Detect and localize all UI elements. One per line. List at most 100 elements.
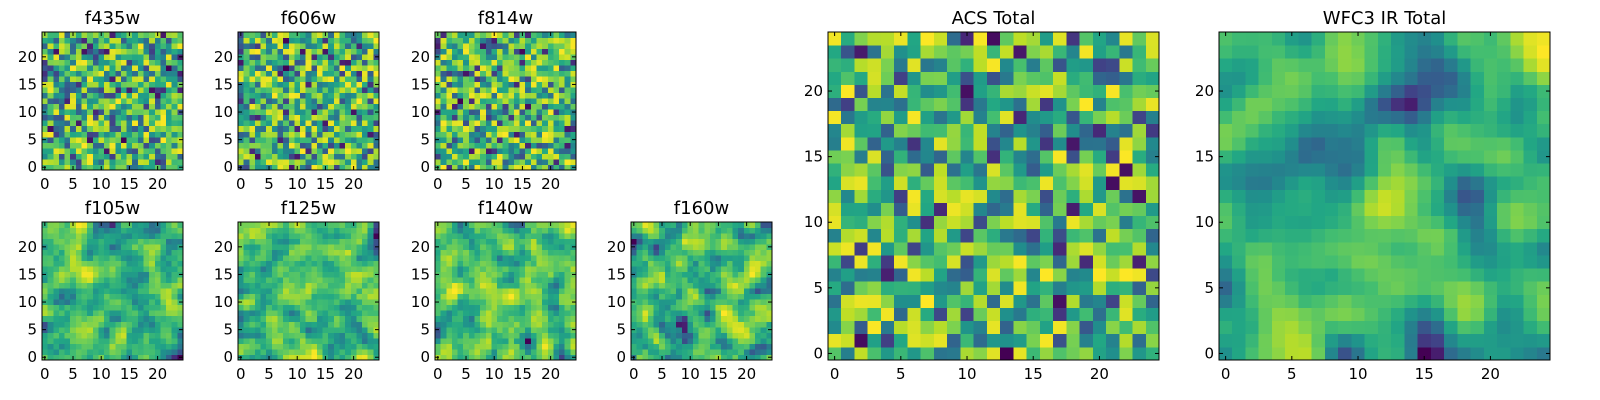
heatmap-cell <box>451 266 458 273</box>
heatmap-cell <box>288 70 295 77</box>
heatmap-cell <box>451 238 458 245</box>
y-tick-label: 5 <box>616 321 626 339</box>
heatmap-cell <box>64 326 71 333</box>
heatmap-cell <box>333 164 340 171</box>
heatmap-cell <box>536 136 543 143</box>
heatmap-cell <box>642 244 649 250</box>
heatmap-cell <box>70 260 77 267</box>
heatmap-cell <box>373 125 380 132</box>
heatmap-cell <box>120 158 127 165</box>
heatmap-cell <box>277 114 284 121</box>
heatmap-cell <box>760 337 767 344</box>
heatmap-cell <box>732 348 739 355</box>
heatmap-cell <box>553 299 560 306</box>
heatmap-cell <box>564 142 571 149</box>
heatmap-cell <box>137 76 144 83</box>
heatmap-cell <box>468 233 475 239</box>
heatmap-cell <box>171 147 178 154</box>
heatmap-cell <box>47 282 54 289</box>
heatmap-cell <box>238 227 245 234</box>
heatmap-cell <box>542 321 549 328</box>
heatmap-cell <box>356 109 363 116</box>
heatmap-cell <box>1026 346 1041 361</box>
heatmap-cell <box>288 37 295 44</box>
heatmap-cell <box>519 92 526 99</box>
heatmap-cell <box>154 65 161 72</box>
heatmap-cell <box>64 81 71 88</box>
heatmap-cell <box>362 48 369 55</box>
heatmap-cell <box>126 131 133 138</box>
heatmap-cell <box>636 233 643 239</box>
heatmap-cell <box>715 299 722 306</box>
heatmap-cell <box>149 293 156 300</box>
heatmap-cell <box>732 222 739 228</box>
heatmap-cell <box>305 304 312 311</box>
heatmap-cell <box>508 158 515 165</box>
heatmap-cell <box>451 348 458 355</box>
heatmap-cell <box>530 164 537 171</box>
heatmap-cell <box>502 277 509 284</box>
heatmap-cell <box>333 153 340 160</box>
heatmap-cell <box>87 92 94 99</box>
heatmap-cell <box>457 288 464 295</box>
heatmap-cell <box>480 109 487 116</box>
heatmap-cell <box>547 136 554 143</box>
heatmap-cell <box>474 266 481 273</box>
heatmap-cell <box>676 249 683 256</box>
heatmap-cell <box>704 266 711 273</box>
heatmap-cell <box>463 326 470 333</box>
heatmap-cell <box>536 114 543 121</box>
heatmap-cell <box>564 70 571 77</box>
heatmap-cell <box>70 120 77 127</box>
heatmap-cell <box>693 244 700 250</box>
heatmap-cell <box>880 163 895 177</box>
heatmap-cell <box>474 142 481 149</box>
heatmap-cell <box>288 315 295 322</box>
heatmap-cell <box>547 81 554 88</box>
heatmap-cell <box>508 153 515 160</box>
heatmap-cell <box>350 131 357 138</box>
heatmap-cell <box>947 307 961 322</box>
heatmap-cell <box>137 238 144 245</box>
heatmap-cell <box>362 348 369 355</box>
heatmap-cell <box>519 255 526 262</box>
heatmap-cell <box>300 293 307 300</box>
heatmap-cell <box>880 268 895 282</box>
heatmap-cell <box>676 222 683 228</box>
heatmap-cell <box>115 70 122 77</box>
heatmap-cell <box>755 321 762 328</box>
heatmap-cell <box>664 343 671 350</box>
heatmap-cell <box>166 244 173 250</box>
heatmap-cell <box>53 87 60 94</box>
heatmap-cell <box>709 271 716 278</box>
heatmap-cell <box>828 163 842 177</box>
heatmap-cell <box>177 343 184 350</box>
heatmap-cell <box>530 348 537 355</box>
heatmap-cell <box>322 348 329 355</box>
heatmap-cell <box>636 354 643 361</box>
heatmap-cell <box>64 277 71 284</box>
heatmap-cell <box>154 98 161 105</box>
heatmap-cell <box>266 54 273 60</box>
heatmap-cell <box>92 321 99 328</box>
heatmap-cell <box>126 125 133 132</box>
heatmap-cell <box>70 343 77 350</box>
heatmap-cell <box>126 92 133 99</box>
heatmap-cell <box>98 233 105 239</box>
heatmap-cell <box>249 125 256 132</box>
heatmap-cell <box>530 260 537 267</box>
heatmap-cell <box>367 348 374 355</box>
heatmap-cell <box>137 310 144 317</box>
heatmap-cell <box>328 244 335 250</box>
heatmap-cell <box>536 304 543 311</box>
x-tick-label: 5 <box>461 175 471 193</box>
heatmap-cells <box>631 222 773 361</box>
heatmap-cell <box>47 348 54 355</box>
heatmap-cell <box>260 37 267 44</box>
heatmap-cell <box>1039 241 1054 256</box>
heatmap-cell <box>171 65 178 72</box>
heatmap-cell <box>536 277 543 284</box>
heatmap-cell <box>288 120 295 127</box>
heatmap-cell <box>316 153 323 160</box>
heatmap-cell <box>468 92 475 99</box>
